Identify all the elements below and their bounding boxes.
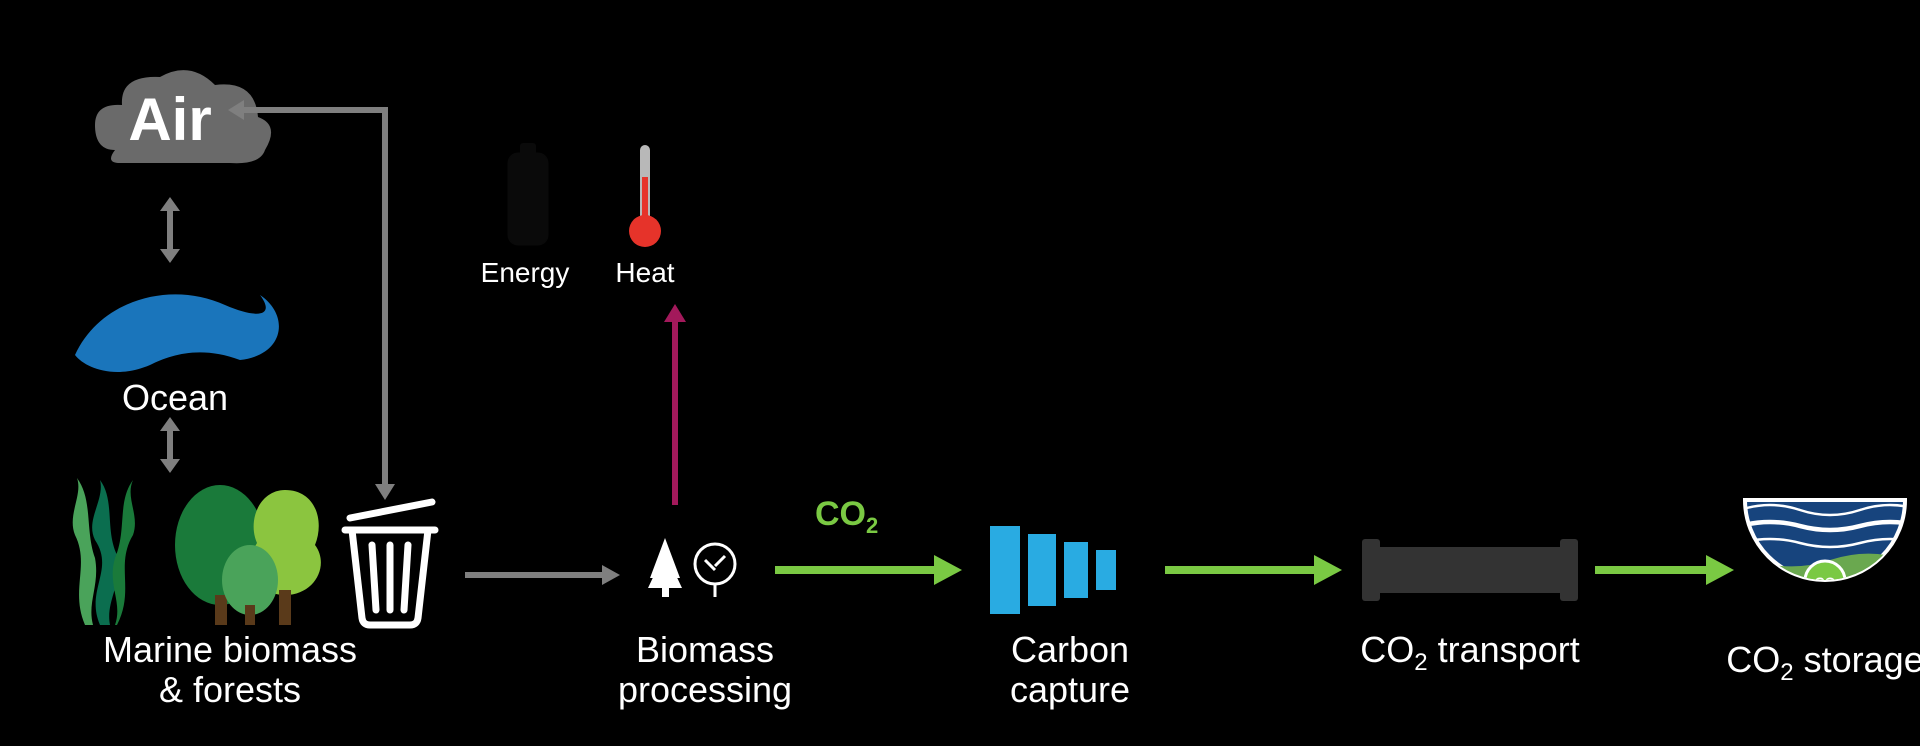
capture-l1: Carbon	[1011, 629, 1129, 670]
trashcan-icon	[330, 490, 450, 630]
transport-label: CO2 transport	[1330, 630, 1610, 677]
energy-label: Energy	[455, 258, 595, 289]
svg-text:2: 2	[1840, 583, 1845, 593]
arrow-green-1	[770, 545, 970, 595]
battery-icon	[490, 135, 565, 255]
arrow-to-processing	[460, 555, 630, 595]
co2-text: CO	[815, 495, 866, 533]
arrow-biomass-air	[210, 90, 400, 500]
biomass-label-l1: Marine biomass	[103, 629, 357, 670]
pipeline-icon	[1360, 525, 1580, 615]
co2-arrow-label: CO2	[815, 495, 878, 539]
arrow-heat-up	[655, 300, 695, 510]
processing-l2: processing	[618, 669, 792, 710]
capture-l2: capture	[1010, 669, 1130, 710]
small-trees-icon	[640, 530, 750, 600]
thermometer-icon	[620, 135, 670, 255]
diagram-stage: Air Ocean	[0, 0, 1920, 746]
svg-text:CO: CO	[1815, 574, 1836, 590]
co2-sub: 2	[866, 513, 878, 538]
tr-sub: 2	[1414, 649, 1427, 676]
processing-l1: Biomass	[636, 629, 774, 670]
air-label: Air	[128, 86, 211, 153]
seaweed-icon	[45, 470, 155, 630]
biomass-label: Marine biomass & forests	[40, 630, 420, 709]
storage-label: CO2 storage	[1700, 640, 1920, 687]
heat-label: Heat	[590, 258, 700, 289]
capture-label: Carbon capture	[965, 630, 1175, 709]
compressor-icon	[990, 520, 1150, 620]
tr-co: CO	[1360, 629, 1414, 670]
arrow-air-ocean	[150, 195, 190, 265]
processing-label: Biomass processing	[580, 630, 830, 709]
st-rest: storage	[1794, 639, 1920, 680]
reservoir-icon: CO 2	[1740, 495, 1910, 635]
arrow-green-2	[1160, 545, 1350, 595]
st-co: CO	[1726, 639, 1780, 680]
st-sub: 2	[1780, 659, 1793, 686]
biomass-label-l2: & forests	[159, 669, 301, 710]
arrow-green-3	[1590, 545, 1740, 595]
tr-rest: transport	[1428, 629, 1580, 670]
